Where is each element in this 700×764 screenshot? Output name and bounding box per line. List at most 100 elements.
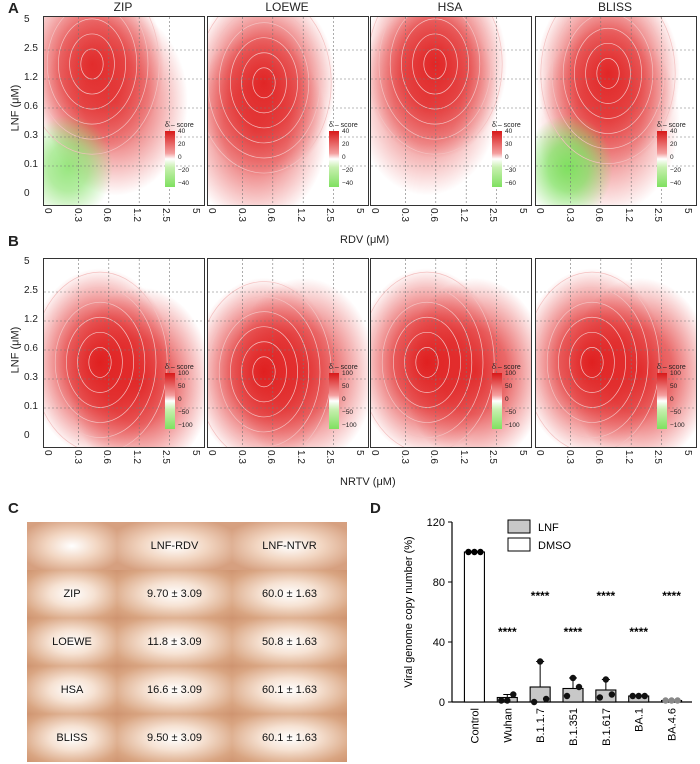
heatmap-xtick: 2.5	[160, 208, 172, 222]
legend-tick: 0	[670, 396, 674, 403]
heatmap-xtick: 2.5	[324, 450, 336, 464]
heatmap-xtick: 5	[190, 450, 201, 456]
legend-tick: −100	[342, 422, 357, 429]
table-row-label: ZIP	[27, 570, 117, 618]
contour-line	[596, 58, 620, 89]
legend-tick: 0	[505, 396, 509, 403]
contour-line	[252, 356, 276, 388]
legend-tick: −20	[670, 167, 682, 174]
legend-tick: 20	[342, 141, 350, 148]
heatmap-ytick: 1.2	[24, 72, 38, 83]
heatmap-xtick: 0.6	[593, 208, 605, 222]
contour-line	[208, 281, 332, 447]
contour-line	[404, 331, 450, 393]
heatmap-ytick: 0.6	[24, 343, 38, 354]
heatmap-ytick: 2.5	[24, 285, 38, 296]
heatmap-xtick: 0	[534, 450, 545, 456]
table-row-label: BLISS	[27, 714, 117, 762]
heatmap-xtick: 1.2	[294, 450, 306, 464]
data-point	[504, 697, 511, 704]
antagonism-region	[536, 114, 613, 205]
heatmap-xtick: 0.6	[265, 208, 277, 222]
legend-colorbar	[329, 373, 339, 429]
heatmap-xtick: 0.6	[428, 208, 440, 222]
heatmap-xlabel: RDV (μM)	[340, 234, 390, 246]
data-point	[498, 697, 505, 704]
contour-line	[44, 286, 157, 438]
table-cell: 60.0 ± 1.63	[232, 570, 347, 618]
heatmap-xtick: 2.5	[160, 450, 172, 464]
heatmap-title: HSA	[437, 0, 463, 14]
y-tick-label: 0	[439, 697, 445, 709]
table-header-lnf-ntvr: LNF-NTVR	[232, 522, 347, 570]
heatmap-ytick: 0.1	[24, 401, 38, 412]
legend-label: LNF	[538, 522, 559, 534]
contour-line	[412, 33, 458, 95]
heatmap-xtick: 0.6	[101, 208, 113, 222]
data-point	[629, 692, 636, 700]
legend-tick: −100	[670, 422, 685, 429]
heatmap-xtick: 0	[534, 208, 545, 214]
contour-line	[371, 271, 495, 447]
legend-title: δ – score	[165, 364, 194, 371]
synergy-score-table: LNF-RDV LNF-NTVR ZIP 9.70 ± 3.09 60.0 ± …	[27, 522, 347, 762]
heatmap-plot	[535, 16, 697, 206]
heatmap-xtick: 5	[682, 450, 693, 456]
contour-line	[585, 42, 631, 104]
significance-label: ****	[531, 589, 550, 603]
legend-tick: 0	[670, 154, 674, 161]
delta-score-legend: δ – score 40 20 0 −20 −40	[657, 122, 693, 194]
heatmap-ytick: 0.6	[24, 101, 38, 112]
data-point	[477, 548, 484, 556]
data-point	[674, 697, 681, 704]
legend-tick: −20	[178, 167, 190, 174]
heatmap-xtick: 0	[369, 450, 380, 456]
contour-line	[218, 22, 310, 144]
contour-line	[208, 296, 321, 447]
data-point	[510, 691, 517, 698]
heatmap-xlabel: NRTV (μM)	[340, 476, 396, 488]
panel-label-d: D	[370, 500, 381, 517]
data-point	[668, 697, 675, 704]
table-cell: 16.6 ± 3.09	[117, 666, 232, 714]
delta-score-legend: δ – score 100 50 0 −50 −100	[657, 364, 693, 436]
antagonism-region	[44, 114, 113, 205]
contour-line	[381, 301, 473, 423]
legend-tick: −100	[505, 422, 520, 429]
contour-line	[241, 341, 287, 403]
contour-line	[562, 17, 654, 134]
legend-label: DMSO	[538, 540, 571, 552]
y-tick-label: 120	[427, 517, 445, 529]
heatmap-xtick: 5	[517, 208, 528, 214]
heatmap-ytick: 0.3	[24, 372, 38, 383]
significance-label: ****	[564, 625, 583, 639]
panel-label-c: C	[8, 500, 19, 517]
legend-tick: −50	[670, 409, 682, 416]
contour-line	[58, 18, 126, 110]
table-header-lnf-rdv: LNF-RDV	[117, 522, 232, 570]
heatmap-xtick: 0.3	[398, 450, 410, 464]
legend-tick: −50	[342, 409, 354, 416]
data-point	[575, 683, 583, 691]
heatmap-ylabel: LNF (μM)	[9, 326, 22, 374]
data-point	[542, 695, 550, 703]
panel-label-b: B	[8, 233, 19, 250]
contour-line	[580, 347, 604, 378]
heatmap-xtick: 0.3	[398, 208, 410, 222]
heatmap-xtick: 5	[682, 208, 693, 214]
heatmap-xtick: 5	[190, 208, 201, 214]
synergy-region	[208, 35, 328, 205]
category-label: BA.4.6	[667, 708, 679, 741]
legend-tick: 50	[342, 383, 350, 390]
contour-line	[371, 286, 484, 438]
category-label: B.1.1.7	[535, 708, 547, 743]
heatmap-xtick: 0	[42, 450, 53, 456]
delta-score-legend: δ – score 40 30 0 −30 −60	[492, 122, 528, 194]
heatmap-title: BLISS	[597, 0, 633, 14]
heatmap-xtick: 0	[369, 208, 380, 214]
legend-tick: 0	[178, 396, 182, 403]
heatmap-xtick: 0.3	[563, 450, 575, 464]
legend-tick: 0	[342, 396, 346, 403]
legend-title: δ – score	[492, 122, 521, 129]
contour-line	[558, 316, 626, 408]
